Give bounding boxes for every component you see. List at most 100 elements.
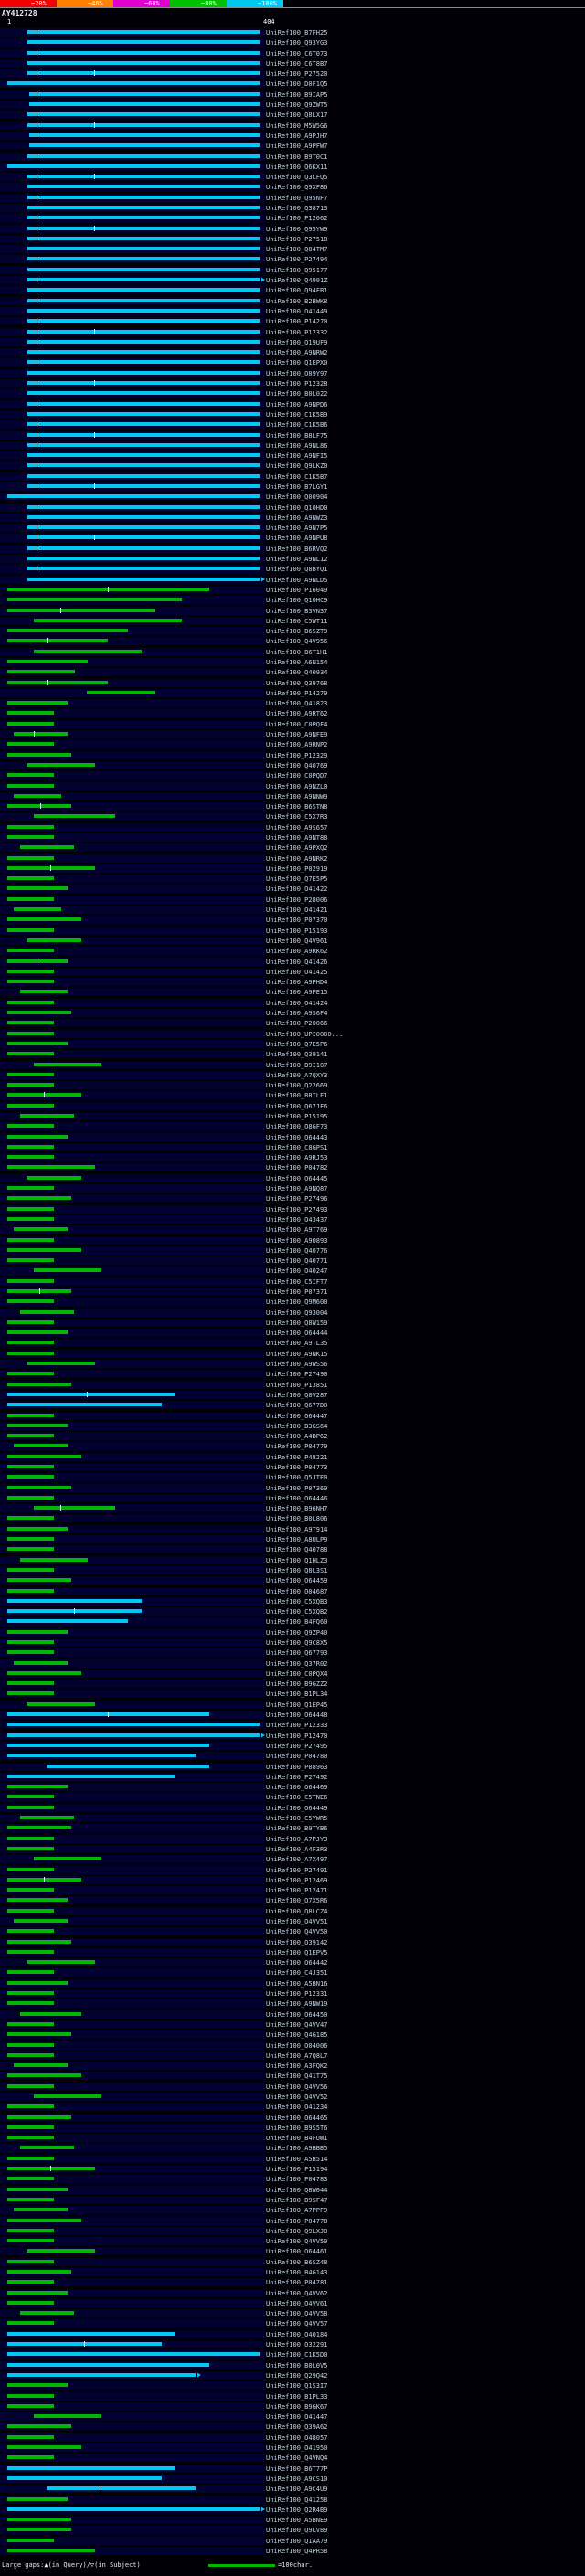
hit-label[interactable]: UniRef100_Q8W044 xyxy=(266,2186,328,2194)
hit-label[interactable]: UniRef100_O41447 xyxy=(266,2413,328,2422)
hit-bar[interactable] xyxy=(7,773,55,778)
hit-label[interactable]: UniRef100_P04778 xyxy=(266,2217,328,2225)
hit-bar[interactable] xyxy=(27,112,261,117)
hit-label[interactable]: UniRef100_Q4VV57 xyxy=(266,2320,328,2328)
hit-label[interactable]: UniRef100_B0L022 xyxy=(266,390,328,398)
hit-bar[interactable] xyxy=(7,2372,196,2377)
hit-bar[interactable] xyxy=(7,1247,81,1252)
hit-label[interactable]: UniRef100_O32291 xyxy=(266,2341,328,2349)
hit-bar[interactable] xyxy=(47,2486,196,2491)
hit-label[interactable]: UniRef100_A4BP62 xyxy=(266,1433,328,1441)
hit-bar[interactable] xyxy=(33,649,142,653)
hit-bar[interactable] xyxy=(27,453,261,458)
hit-bar[interactable] xyxy=(7,2393,55,2398)
hit-label[interactable]: UniRef100_A7X497 xyxy=(266,1856,328,1864)
hit-label[interactable]: UniRef100_A4F3R3 xyxy=(266,1845,328,1853)
hit-bar[interactable] xyxy=(27,557,261,561)
hit-bar[interactable] xyxy=(7,1031,55,1035)
hit-bar[interactable] xyxy=(7,2270,71,2274)
hit-label[interactable]: UniRef100_A9CS10 xyxy=(266,2475,328,2483)
hit-bar[interactable] xyxy=(7,1578,71,1583)
hit-bar[interactable] xyxy=(7,2518,71,2522)
hit-bar[interactable] xyxy=(7,824,55,829)
hit-bar[interactable] xyxy=(7,896,55,901)
hit-label[interactable]: UniRef100_B4FQ60 xyxy=(266,1618,328,1627)
hit-label[interactable]: UniRef100_P15193 xyxy=(266,927,328,935)
hit-bar[interactable] xyxy=(7,1465,55,1468)
hit-bar[interactable] xyxy=(33,2094,101,2098)
hit-label[interactable]: UniRef100_A9NZL0 xyxy=(266,782,328,790)
hit-bar[interactable] xyxy=(7,629,129,633)
hit-label[interactable]: UniRef100_Q8LX17 xyxy=(266,111,328,120)
hit-label[interactable]: UniRef100_A7QXY3 xyxy=(266,1071,328,1079)
hit-label[interactable]: UniRef100_A9S657 xyxy=(266,823,328,832)
hit-label[interactable]: UniRef100_O41950 xyxy=(266,2444,328,2453)
hit-label[interactable]: UniRef100_O41421 xyxy=(266,906,328,915)
hit-label[interactable]: UniRef100_Q4PR58 xyxy=(266,2547,328,2555)
hit-bar[interactable] xyxy=(7,1898,69,1903)
hit-bar[interactable] xyxy=(7,2197,55,2201)
hit-label[interactable]: UniRef100_C5X7R3 xyxy=(266,813,328,822)
hit-bar[interactable] xyxy=(7,1991,55,1996)
hit-label[interactable]: UniRef100_P13851 xyxy=(266,1381,328,1389)
hit-bar[interactable] xyxy=(27,329,261,334)
hit-label[interactable]: UniRef100_Q4VV59 xyxy=(266,2238,328,2246)
hit-bar[interactable] xyxy=(13,1444,69,1448)
hit-bar[interactable] xyxy=(7,1320,55,1324)
hit-label[interactable]: UniRef100_B6STN8 xyxy=(266,803,328,811)
hit-bar[interactable] xyxy=(19,1557,89,1562)
hit-bar[interactable] xyxy=(7,783,55,788)
hit-label[interactable]: UniRef100_Q1HLZ3 xyxy=(266,1556,328,1564)
hit-label[interactable]: UniRef100_Q4V956 xyxy=(266,638,328,646)
hit-label[interactable]: UniRef100_C6T073 xyxy=(266,49,328,58)
hit-bar[interactable] xyxy=(7,2083,55,2088)
hit-label[interactable]: UniRef100_O48057 xyxy=(266,2433,328,2442)
hit-bar[interactable] xyxy=(7,1846,55,1850)
hit-bar[interactable] xyxy=(27,432,261,437)
hit-bar[interactable] xyxy=(7,2052,55,2057)
hit-bar[interactable] xyxy=(27,206,261,209)
hit-bar[interactable] xyxy=(29,102,261,107)
hit-label[interactable]: UniRef100_A9NPU8 xyxy=(266,535,328,543)
hit-label[interactable]: UniRef100_A8ULP9 xyxy=(266,1536,328,1544)
hit-label[interactable]: UniRef100_A9NPD6 xyxy=(266,400,328,408)
hit-label[interactable]: UniRef100_A9NNW9 xyxy=(266,792,328,800)
hit-bar[interactable] xyxy=(7,2218,81,2222)
hit-label[interactable]: UniRef100_Q8V287 xyxy=(266,1391,328,1399)
hit-bar[interactable] xyxy=(27,226,261,230)
hit-label[interactable]: UniRef100_A9NT88 xyxy=(266,834,328,842)
hit-bar[interactable] xyxy=(27,1175,81,1180)
hit-label[interactable]: UniRef100_B8ILF1 xyxy=(266,1092,328,1100)
hit-bar[interactable] xyxy=(7,598,183,602)
hit-bar[interactable] xyxy=(7,2465,176,2470)
hit-label[interactable]: UniRef100_P12328 xyxy=(266,380,328,388)
hit-bar[interactable] xyxy=(7,1021,55,1025)
hit-bar[interactable] xyxy=(27,308,261,313)
hit-bar[interactable] xyxy=(27,40,261,45)
hit-bar[interactable] xyxy=(33,1857,101,1861)
hit-bar[interactable] xyxy=(7,1670,81,1675)
hit-label[interactable]: UniRef100_C6T8B7 xyxy=(266,59,328,68)
hit-bar[interactable] xyxy=(7,1929,55,1934)
hit-bar[interactable] xyxy=(7,1124,55,1129)
hit-label[interactable]: UniRef100_P27493 xyxy=(266,1205,328,1214)
hit-label[interactable]: UniRef100_A9PFW7 xyxy=(266,143,328,151)
hit-label[interactable]: UniRef100_A9T769 xyxy=(266,1226,328,1235)
hit-bar[interactable] xyxy=(7,1072,55,1076)
hit-bar[interactable] xyxy=(7,1970,55,1975)
hit-bar[interactable] xyxy=(7,2187,69,2191)
hit-label[interactable]: UniRef100_Q84TM7 xyxy=(266,246,328,254)
hit-label[interactable]: UniRef100_Q41258 xyxy=(266,2496,328,2504)
hit-label[interactable]: UniRef100_O41425 xyxy=(266,968,328,976)
hit-label[interactable]: UniRef100_A9NRK2 xyxy=(266,854,328,863)
hit-bar[interactable] xyxy=(7,1372,55,1376)
hit-bar[interactable] xyxy=(7,659,89,663)
hit-bar[interactable] xyxy=(27,71,261,76)
hit-bar[interactable] xyxy=(7,2352,261,2357)
hit-label[interactable]: UniRef100_B6T77P xyxy=(266,2465,328,2473)
hit-label[interactable]: UniRef100_Q10HD0 xyxy=(266,504,328,512)
hit-label[interactable]: UniRef100_Q89Y97 xyxy=(266,369,328,377)
hit-bar[interactable] xyxy=(7,2362,209,2367)
hit-label[interactable]: UniRef100_P20066 xyxy=(266,1020,328,1028)
hit-label[interactable]: UniRef100_C0PQF4 xyxy=(266,720,328,728)
